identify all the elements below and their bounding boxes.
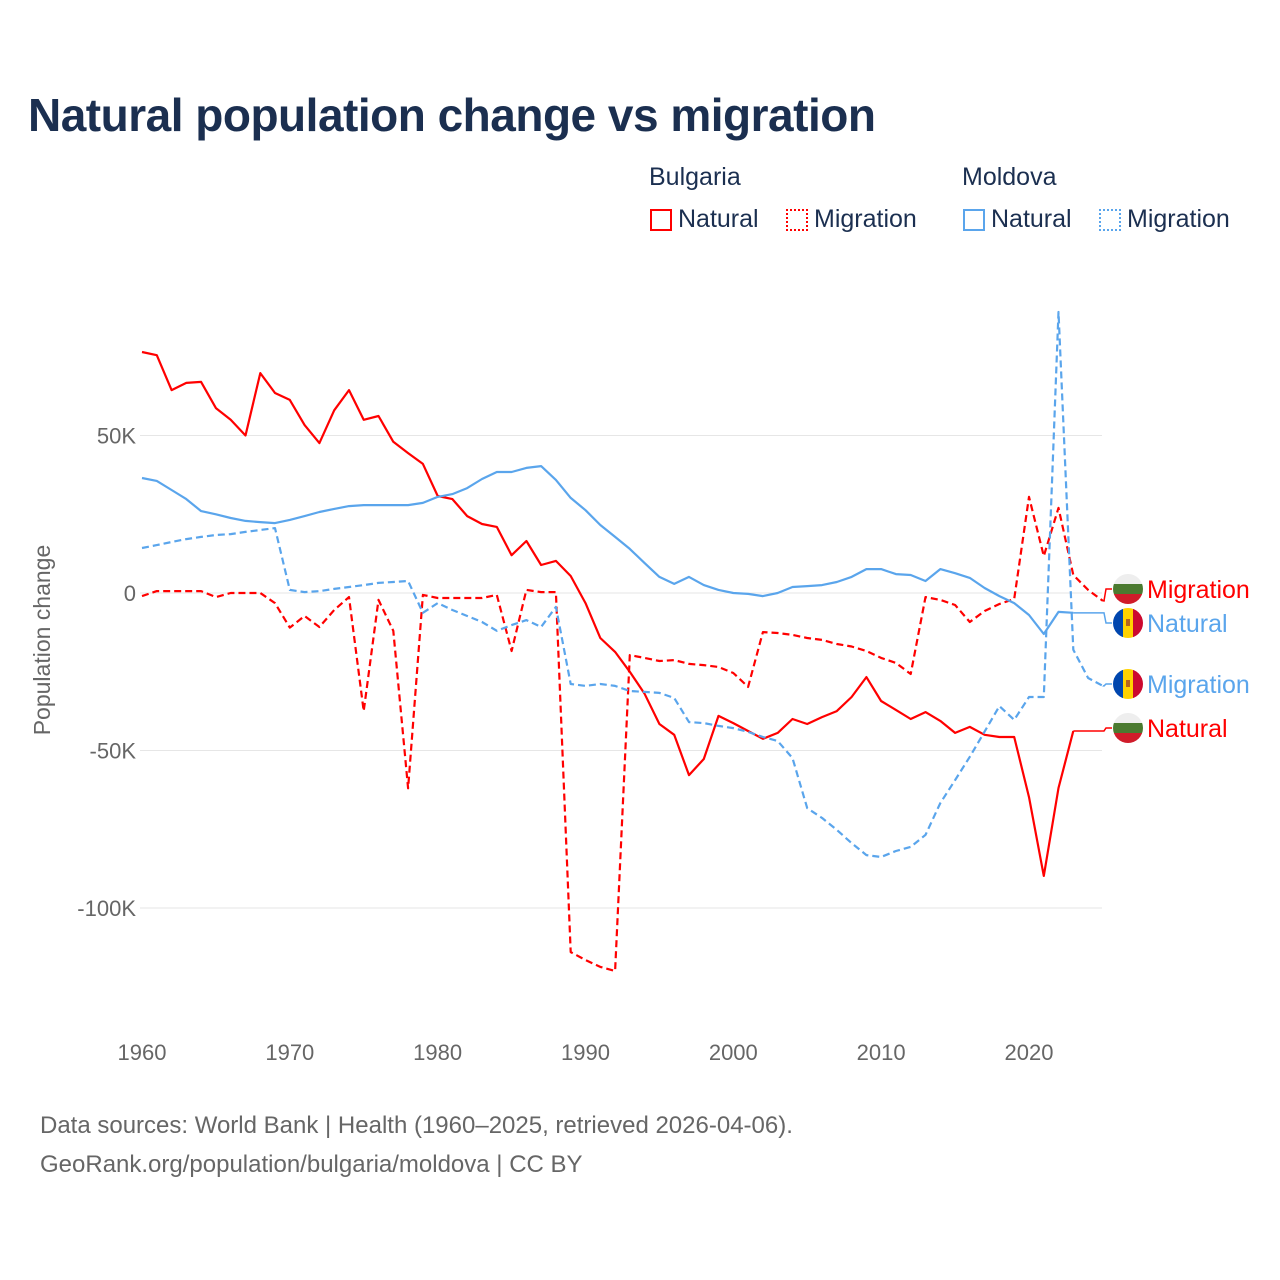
series-end-label: Natural [1147, 715, 1228, 743]
legend-bulgaria-natural[interactable]: Natural [650, 205, 759, 234]
moldova-flag-icon [1113, 608, 1143, 638]
y-axis-label: Population change [29, 545, 55, 736]
series-end-label: Natural [1147, 610, 1228, 638]
series-end-label: Migration [1147, 576, 1250, 604]
legend-label: Natural [678, 205, 759, 233]
source-note: Data sources: World Bank | Health (1960–… [40, 1112, 793, 1139]
series-line-moldova-migration [141, 310, 1104, 859]
legend-label: Migration [1127, 205, 1230, 233]
legend-bulgaria-migration[interactable]: Migration [786, 205, 917, 234]
legend-moldova-natural[interactable]: Natural [963, 205, 1072, 234]
legend-swatch-solid [650, 208, 672, 231]
x-tick-label: 2020 [1005, 1040, 1054, 1065]
footer: Data sources: World Bank | Health (1960–… [40, 1106, 793, 1184]
legend-moldova-migration[interactable]: Migration [1099, 205, 1230, 234]
label-connector [1102, 683, 1112, 687]
legend-label: Natural [991, 205, 1072, 233]
label-connector [1073, 612, 1112, 624]
source-link[interactable]: GeoRank.org/population/bulgaria/moldova … [40, 1151, 583, 1178]
legend-label: Migration [814, 205, 917, 233]
y-tick-label: 50K [97, 424, 136, 449]
series-line-bulgaria-natural [141, 350, 1075, 878]
x-tick-label: 2010 [857, 1040, 906, 1065]
series-line-moldova-natural [141, 465, 1074, 636]
x-tick-label: 1970 [265, 1040, 314, 1065]
bulgaria-flag-icon [1113, 574, 1143, 604]
x-tick-label: 2000 [709, 1040, 758, 1065]
legend-swatch-solid [963, 208, 985, 231]
label-connector [1102, 588, 1112, 602]
legend-swatch-dashed [1099, 208, 1121, 231]
moldova-flag-icon [1113, 669, 1143, 699]
x-tick-label: 1960 [118, 1040, 167, 1065]
bulgaria-flag-icon [1113, 713, 1143, 743]
y-tick-label: 0 [124, 581, 136, 606]
legend-group-moldova: Moldova [962, 163, 1057, 191]
series-line-bulgaria-migration [141, 495, 1104, 973]
x-tick-label: 1990 [561, 1040, 610, 1065]
chart-title: Natural population change vs migration [28, 89, 876, 141]
x-tick-label: 1980 [413, 1040, 462, 1065]
legend-group-bulgaria: Bulgaria [649, 163, 741, 191]
y-tick-label: -50K [90, 739, 137, 764]
y-tick-label: -100K [77, 896, 136, 921]
label-connector [1073, 727, 1112, 732]
legend-swatch-dashed [786, 208, 808, 231]
series-end-label: Migration [1147, 671, 1250, 699]
